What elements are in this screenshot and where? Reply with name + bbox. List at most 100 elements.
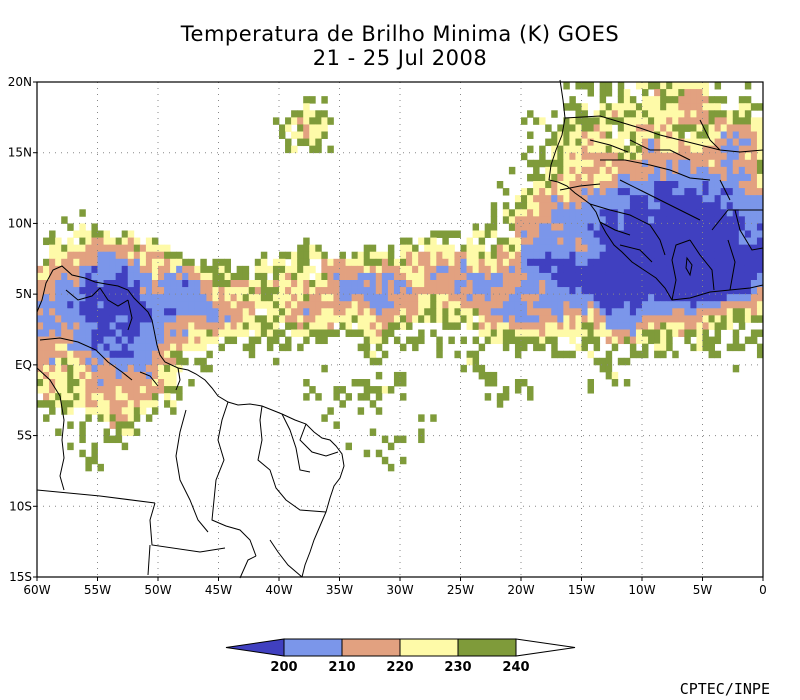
tb-cell	[369, 336, 377, 345]
tb-cell	[212, 336, 219, 345]
tb-cell	[103, 379, 110, 387]
tb-cell	[551, 230, 558, 238]
tb-cell	[224, 258, 231, 267]
tb-cell	[49, 350, 56, 359]
tb-cell	[738, 223, 746, 231]
tb-cell	[756, 202, 764, 210]
tb-cell	[521, 223, 528, 231]
tb-cell	[605, 371, 613, 380]
tb-cell	[660, 131, 667, 139]
tb-cell	[744, 181, 752, 189]
tb-cell	[648, 329, 655, 337]
tb-cell	[726, 188, 734, 196]
tb-cell	[629, 110, 637, 118]
tb-cell	[563, 131, 570, 139]
tb-cell	[648, 159, 655, 168]
tb-cell	[91, 379, 98, 387]
lon-tick-label: 25W	[447, 583, 474, 597]
tb-cell	[158, 329, 165, 337]
tb-cell	[73, 379, 80, 387]
tb-cell	[460, 244, 467, 253]
tb-cell	[557, 294, 564, 302]
tb-cell	[121, 371, 129, 380]
tb-cell	[508, 308, 516, 316]
tb-cell	[67, 244, 74, 253]
tb-cell	[533, 244, 540, 253]
tb-cell	[406, 287, 413, 295]
tb-cell	[678, 280, 685, 288]
tb-cell	[611, 188, 619, 196]
tb-cell	[551, 152, 558, 161]
tb-cell	[569, 350, 576, 359]
tb-cell	[648, 202, 655, 210]
tb-cell	[690, 244, 697, 253]
tb-cell	[539, 152, 546, 161]
tb-cell	[133, 371, 141, 380]
tb-cell	[660, 308, 667, 316]
tb-cell	[363, 336, 371, 345]
tb-cell	[750, 294, 758, 302]
tb-cell	[581, 280, 588, 288]
tb-cell	[678, 181, 685, 189]
tb-cell	[726, 301, 734, 309]
tb-cell	[164, 294, 171, 302]
tb-cell	[587, 159, 594, 168]
tb-cell	[726, 223, 734, 231]
tb-cell	[539, 230, 546, 238]
tb-cell	[575, 329, 582, 337]
tb-cell	[448, 244, 455, 253]
tb-cell	[521, 287, 528, 295]
tb-cell	[266, 322, 274, 330]
tb-cell	[611, 103, 619, 111]
tb-cell	[496, 258, 504, 267]
tb-cell	[406, 265, 413, 274]
tb-cell	[145, 301, 153, 309]
tb-cell	[654, 301, 661, 309]
tb-cell	[587, 322, 594, 330]
tb-cell	[97, 315, 104, 323]
tb-cell	[557, 202, 564, 210]
tb-cell	[164, 244, 171, 253]
tb-cell	[557, 173, 564, 182]
tb-cell	[115, 308, 123, 316]
tb-cell	[406, 294, 413, 302]
tb-cell	[557, 195, 564, 203]
tb-cell	[635, 195, 643, 203]
tb-cell	[551, 209, 558, 217]
tb-cell	[617, 195, 625, 203]
tb-cell	[97, 265, 104, 274]
tb-cell	[690, 308, 697, 316]
tb-cell	[623, 315, 631, 323]
tb-cell	[490, 258, 498, 267]
tb-cell	[236, 301, 244, 309]
tb-cell	[37, 272, 44, 281]
tb-cell	[744, 251, 752, 260]
tb-cell	[73, 272, 80, 281]
tb-cell	[212, 308, 219, 316]
tb-cell	[448, 336, 455, 345]
tb-cell	[599, 237, 607, 246]
tb-cell	[97, 407, 104, 415]
tb-cell	[702, 329, 709, 337]
tb-cell	[285, 308, 292, 316]
tb-cell	[648, 272, 655, 281]
tb-cell	[176, 301, 183, 309]
tb-cell	[43, 294, 50, 302]
tb-cell	[623, 329, 631, 337]
tb-cell	[720, 117, 728, 125]
tb-cell	[660, 110, 667, 118]
tb-cell	[121, 379, 129, 387]
tb-cell	[242, 308, 250, 316]
tb-cell	[527, 301, 534, 309]
tb-cell	[79, 435, 86, 444]
tb-cell	[103, 371, 110, 380]
tb-cell	[37, 379, 44, 387]
tb-cell	[115, 379, 123, 387]
tb-cell	[103, 435, 110, 444]
tb-cell	[587, 301, 594, 309]
tb-cell	[744, 159, 752, 168]
graticule	[37, 82, 763, 577]
tb-cell	[545, 265, 552, 274]
tb-cell	[490, 336, 498, 345]
tb-cell	[418, 251, 425, 260]
